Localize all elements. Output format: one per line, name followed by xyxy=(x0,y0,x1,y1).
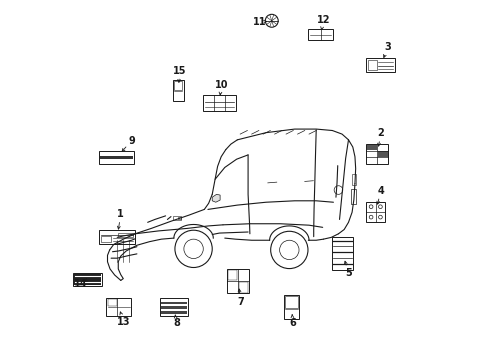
Text: 8: 8 xyxy=(173,319,180,328)
Bar xyxy=(285,296,297,308)
Text: 10: 10 xyxy=(214,80,227,90)
Bar xyxy=(106,298,131,316)
Text: 11: 11 xyxy=(253,17,266,27)
Bar xyxy=(174,81,182,90)
Text: 5: 5 xyxy=(345,268,351,278)
Text: 12: 12 xyxy=(316,15,329,26)
Bar xyxy=(161,311,187,314)
Text: 7: 7 xyxy=(237,297,244,307)
Text: 4: 4 xyxy=(377,186,384,196)
Bar xyxy=(73,273,102,286)
Bar xyxy=(239,282,247,293)
Bar xyxy=(284,295,298,319)
Bar xyxy=(178,217,181,220)
Bar xyxy=(308,30,332,40)
Bar xyxy=(366,144,387,164)
Bar xyxy=(118,233,133,237)
Bar xyxy=(172,80,183,101)
Bar xyxy=(99,230,135,244)
Bar xyxy=(377,152,387,157)
Bar xyxy=(100,156,133,159)
Bar xyxy=(160,298,188,316)
Bar xyxy=(351,174,355,185)
Text: 3: 3 xyxy=(384,42,390,52)
Bar xyxy=(74,274,101,285)
Bar xyxy=(367,60,376,70)
Bar xyxy=(366,58,394,72)
Bar xyxy=(173,216,181,220)
Bar xyxy=(332,237,352,270)
Text: 2: 2 xyxy=(377,129,384,138)
Bar xyxy=(366,202,384,222)
Bar xyxy=(366,145,376,150)
Bar xyxy=(99,151,134,163)
Text: 6: 6 xyxy=(289,319,296,328)
Text: 9: 9 xyxy=(128,136,135,145)
Bar xyxy=(227,269,248,293)
Text: 14: 14 xyxy=(74,279,87,289)
Bar xyxy=(101,236,111,242)
Text: 1: 1 xyxy=(117,209,124,219)
Text: 15: 15 xyxy=(173,66,186,76)
Bar xyxy=(161,302,187,305)
Bar xyxy=(161,306,187,309)
Text: 13: 13 xyxy=(117,317,130,327)
Bar xyxy=(228,270,237,280)
Bar xyxy=(107,300,117,306)
Polygon shape xyxy=(212,194,220,202)
Bar xyxy=(351,189,355,204)
Bar xyxy=(203,95,235,111)
